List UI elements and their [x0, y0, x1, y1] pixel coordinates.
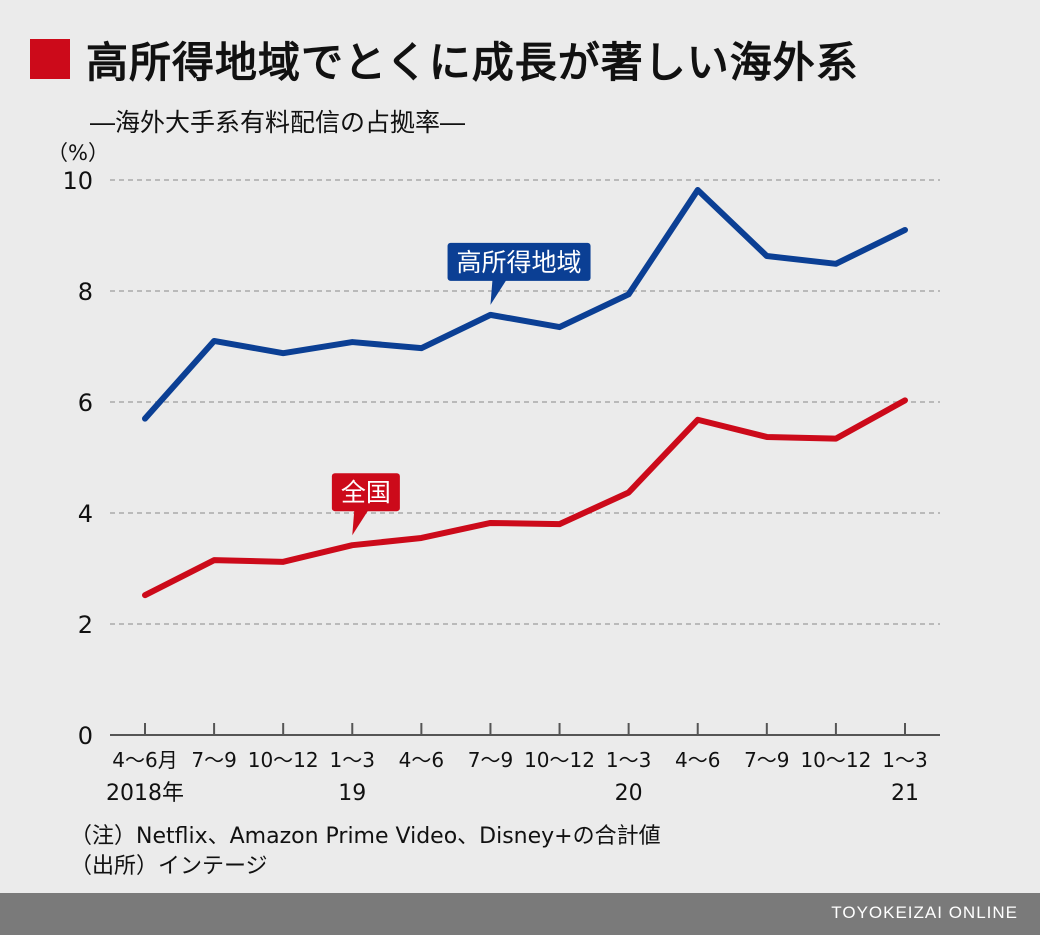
- series-line: [142, 397, 908, 599]
- x-year-label: 19: [338, 781, 366, 806]
- y-tick-label: 2: [78, 611, 93, 639]
- y-tick-label: 4: [78, 500, 93, 528]
- x-tick-label: 7〜9: [744, 748, 789, 772]
- x-tick-label: 4〜6: [675, 748, 720, 772]
- series-label: 全国: [341, 478, 391, 507]
- title-text: 高所得地域でとくに成長が著しい海外系: [86, 37, 859, 87]
- series-line: [142, 186, 908, 422]
- series-label-box: [447, 242, 591, 281]
- chart-subtitle: ―海外大手系有料配信の占拠率―: [90, 108, 466, 137]
- footer-bar: TOYOKEIZAI ONLINE: [0, 893, 1040, 935]
- x-year-label: 21: [891, 781, 919, 806]
- chart-title: 高所得地域でとくに成長が著しい海外系: [30, 24, 859, 94]
- y-tick-label: 6: [78, 389, 93, 417]
- x-year-label: 20: [615, 781, 643, 806]
- line-chart: （%） 0 2 4 6 8 10 4〜6月 7〜9 10〜12 1〜3 4〜6 7〜9 10〜12 1〜3 4…: [47, 141, 940, 806]
- x-tick-label: 1〜3: [606, 748, 651, 772]
- note-line: （注）Netflix、Amazon Prime Video、Disney+の合計…: [70, 824, 661, 849]
- title-marker: [30, 39, 70, 79]
- y-axis-unit: （%）: [47, 141, 109, 165]
- x-tick-label: 4〜6: [399, 748, 444, 772]
- x-tick-label: 10〜12: [248, 748, 319, 772]
- series-label-pointer: [352, 510, 369, 536]
- series-label-box: [331, 473, 400, 512]
- x-tick-label: 4〜6月: [112, 748, 177, 772]
- y-tick-label: 0: [78, 722, 93, 750]
- x-tick-label: 7〜9: [191, 748, 236, 772]
- footer-brand: TOYOKEIZAI ONLINE: [831, 903, 1018, 922]
- x-year-label: 2018年: [106, 781, 184, 806]
- series-label: 高所得地域: [457, 248, 582, 277]
- series-label-pointer: [490, 279, 507, 305]
- x-tick-label: 1〜3: [882, 748, 927, 772]
- chart-notes: （注）Netflix、Amazon Prime Video、Disney+の合計…: [70, 822, 661, 882]
- y-tick-label: 8: [78, 278, 93, 306]
- x-tick-label: 10〜12: [800, 748, 871, 772]
- source-line: （出所）インテージ: [70, 854, 268, 879]
- x-tick-label: 1〜3: [330, 748, 375, 772]
- y-tick-label: 10: [62, 167, 93, 195]
- x-tick-label: 10〜12: [524, 748, 595, 772]
- x-tick-label: 7〜9: [468, 748, 513, 772]
